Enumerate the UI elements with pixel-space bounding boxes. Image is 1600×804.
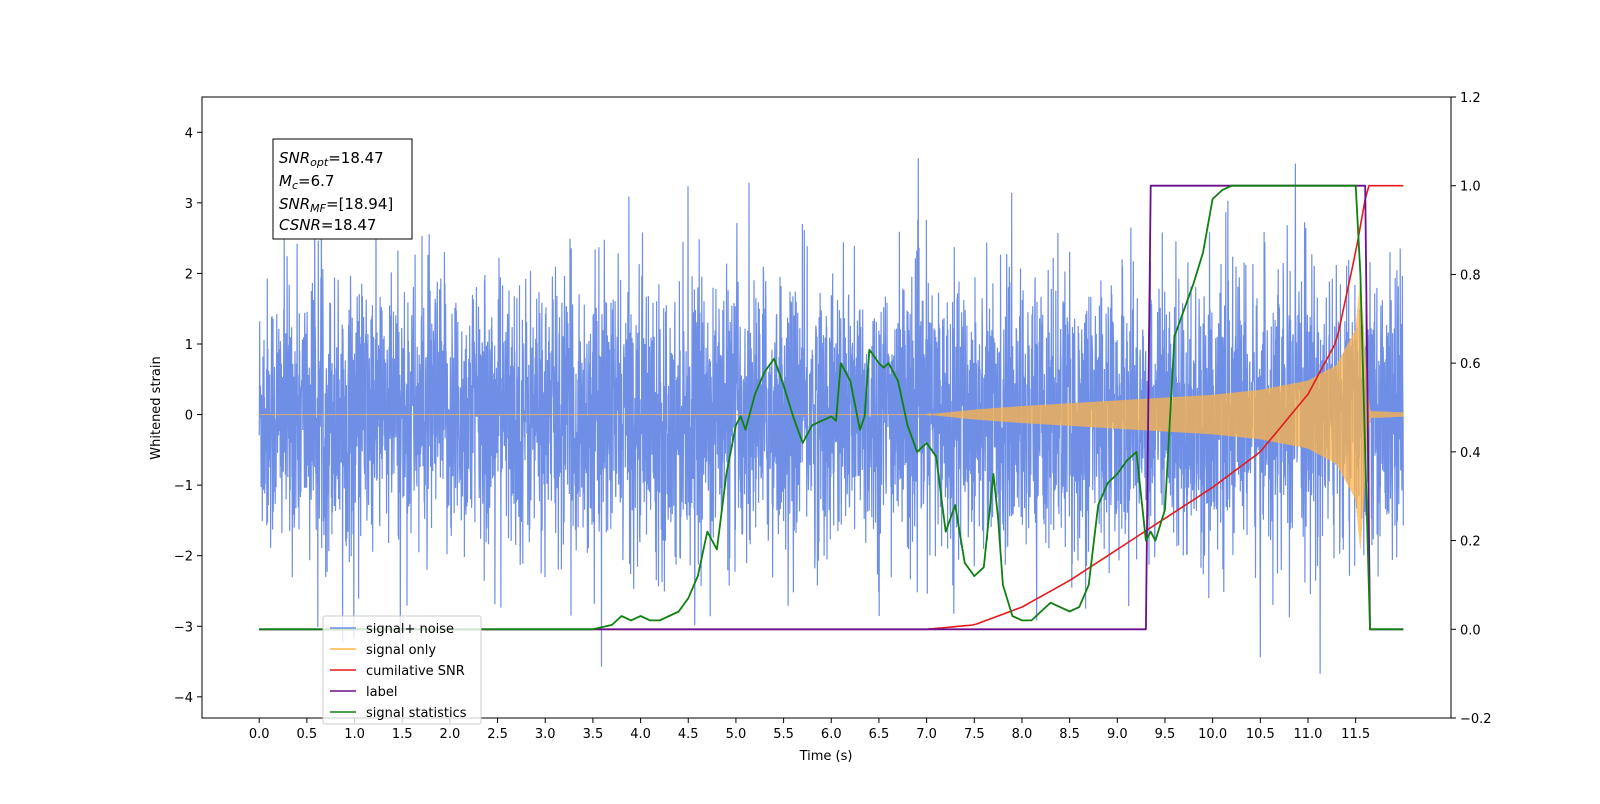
x-tick-label: 3.0: [535, 727, 556, 742]
y-left-tick-label: −2: [174, 550, 193, 565]
y-left-tick-label: 0: [185, 409, 193, 424]
annotation-mc: Mc=6.7: [279, 172, 334, 192]
y-right-tick-label: 0.2: [1460, 535, 1481, 550]
series-signal-statistics: [259, 184, 1404, 631]
y-axis-left: 4 3 2 1 0 −1 −2 −3 −4: [174, 126, 202, 706]
x-tick-label: 9.5: [1155, 727, 1176, 742]
svg-text:cumilative SNR: cumilative SNR: [366, 664, 465, 679]
x-axis: 0.0 0.5 1.0 1.5 2.0 2.5 3.0 3.5 4.0 4.5 5.0 5.5 6.0 6…: [249, 718, 1370, 742]
x-tick-label: 3.5: [583, 727, 604, 742]
x-tick-label: 6.5: [869, 727, 890, 742]
x-tick-label: 2.5: [487, 727, 508, 742]
y-right-tick-label: 0.8: [1460, 268, 1481, 283]
x-tick-label: 4.5: [678, 727, 699, 742]
svg-text:label: label: [366, 685, 397, 700]
plot-frame: [201, 96, 1452, 719]
y-right-tick-label: 1.2: [1460, 91, 1481, 106]
y-left-tick-label: 2: [185, 267, 193, 282]
x-tick-label: 11.5: [1341, 727, 1370, 742]
legend-entry-signal-noise: signal+ noise: [330, 622, 454, 637]
y-left-tick-label: −3: [174, 620, 193, 635]
y-axis-right: 1.2 1.0 0.8 0.6 0.4 0.2 0.0 −0.2: [1451, 91, 1492, 727]
y-left-tick-label: 1: [185, 338, 193, 353]
legend: signal+ noise signal only cumilative SNR…: [322, 615, 482, 725]
x-tick-label: 0.5: [297, 727, 318, 742]
x-tick-label: 8.5: [1059, 727, 1080, 742]
x-tick-label: 9.0: [1107, 727, 1128, 742]
y-left-tick-label: 4: [185, 126, 193, 141]
legend-entry-label: label: [330, 685, 397, 700]
y-right-tick-label: 0.4: [1460, 446, 1481, 461]
x-tick-label: 11.0: [1294, 727, 1323, 742]
y-left-tick-label: −1: [174, 479, 193, 494]
x-tick-label: 1.5: [392, 727, 413, 742]
x-tick-label: 2.0: [440, 727, 461, 742]
svg-text:signal+ noise: signal+ noise: [366, 622, 454, 637]
x-tick-label: 5.0: [726, 727, 747, 742]
y-right-tick-label: 1.0: [1460, 180, 1481, 195]
y-left-tick-label: 3: [185, 197, 193, 212]
annotation-box: SNRopt=18.47 Mc=6.7 SNRMF=[18.94] CSNR=1…: [272, 138, 413, 240]
x-tick-label: 6.0: [821, 727, 842, 742]
x-tick-label: 10.0: [1198, 727, 1227, 742]
y-axis-label: Whitened strain: [149, 356, 164, 459]
x-tick-label: 0.0: [249, 727, 270, 742]
legend-entry-cumulative-snr: cumilative SNR: [330, 664, 465, 679]
annotation-snr-opt: SNRopt=18.47: [279, 149, 384, 169]
x-tick-label: 7.5: [964, 727, 985, 742]
series-signal-only: [259, 282, 1404, 549]
legend-entry-signal-only: signal only: [330, 643, 436, 658]
x-tick-label: 10.5: [1246, 727, 1275, 742]
x-tick-label: 7.0: [916, 727, 937, 742]
x-axis-label: Time (s): [799, 749, 853, 764]
svg-text:signal only: signal only: [366, 643, 436, 658]
legend-entry-signal-statistics: signal statistics: [330, 706, 467, 721]
x-tick-label: 4.0: [630, 727, 651, 742]
y-right-tick-label: 0.6: [1460, 357, 1481, 372]
svg-text:signal statistics: signal statistics: [366, 706, 467, 721]
x-tick-label: 1.0: [344, 727, 365, 742]
annotation-csnr: CSNR=18.47: [279, 216, 376, 234]
x-tick-label: 5.5: [773, 727, 794, 742]
y-right-tick-label: −0.2: [1460, 712, 1492, 727]
y-left-tick-label: −4: [174, 691, 193, 706]
x-tick-label: 8.0: [1012, 727, 1033, 742]
annotation-snr-mf: SNRMF=[18.94]: [279, 195, 393, 215]
y-right-tick-label: 0.0: [1460, 623, 1481, 638]
